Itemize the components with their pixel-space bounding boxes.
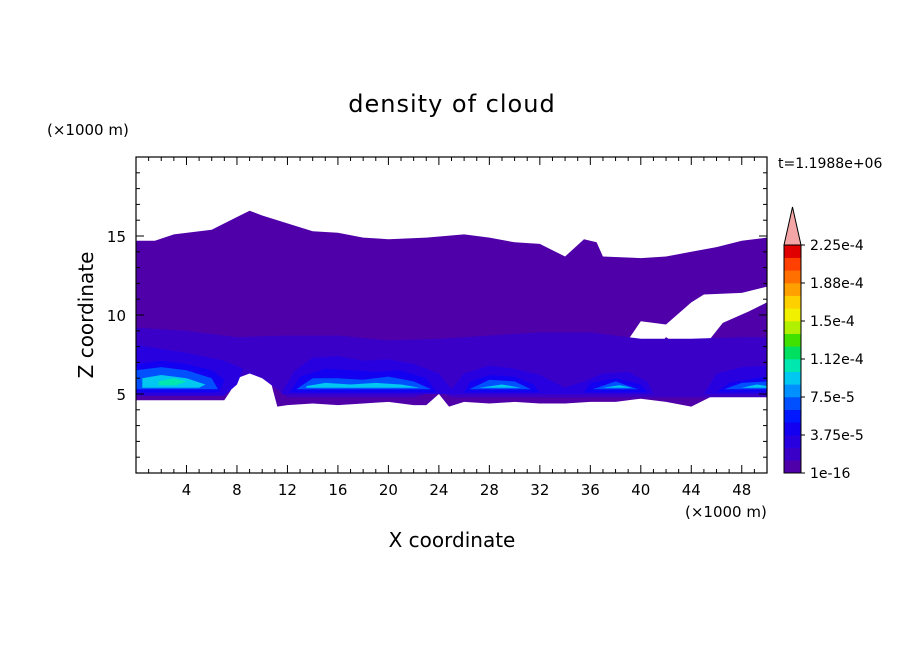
colorbar-swatch-2 xyxy=(784,435,801,448)
contour-region-22 xyxy=(158,378,187,386)
x-tick-label-20: 20 xyxy=(379,481,398,499)
colorbar-swatch-17 xyxy=(784,245,801,258)
colorbar-swatch-6 xyxy=(784,384,801,398)
y-tick-label-5: 5 xyxy=(116,386,126,404)
x-tick-label-16: 16 xyxy=(328,481,347,499)
contour-regions xyxy=(136,210,767,407)
x-axis: 4 8 12 16 20 24 28 32 36 40 44 48 xyxy=(148,157,755,499)
y-axis-label: Z coordinate xyxy=(74,252,98,379)
colorbar-label-6: 2.25e-4 xyxy=(810,238,864,254)
colorbar-swatch-4 xyxy=(784,409,801,423)
time-label: t=1.1988e+06 xyxy=(778,156,882,172)
colorbar-label-5: 1.88e-4 xyxy=(810,276,864,292)
colorbar-swatch-1 xyxy=(784,447,801,461)
colorbar-label-1: 3.75e-5 xyxy=(810,428,864,444)
colorbar-swatch-13 xyxy=(784,295,801,309)
y-tick-label-10: 10 xyxy=(107,307,126,325)
plot-area xyxy=(135,156,768,474)
colorbar-swatch-14 xyxy=(784,283,801,296)
y-unit-label: (×1000 m) xyxy=(47,121,129,139)
colorbar-swatch-0 xyxy=(784,460,801,474)
x-tick-label-40: 40 xyxy=(631,481,650,499)
x-tick-label-48: 48 xyxy=(732,481,751,499)
colorbar-label-3: 1.12e-4 xyxy=(810,352,864,368)
colorbar-swatch-5 xyxy=(784,397,801,410)
x-tick-label-12: 12 xyxy=(278,481,297,499)
x-tick-label-36: 36 xyxy=(581,481,600,499)
colorbar-swatch-15 xyxy=(784,270,801,284)
y-tick-label-15: 15 xyxy=(107,228,126,246)
contour-region-21 xyxy=(741,384,767,388)
y-axis: 5 10 15 xyxy=(107,172,767,458)
colorbar-label-0: 1e-16 xyxy=(810,466,850,482)
colorbar-swatch-7 xyxy=(784,371,801,385)
x-tick-label-28: 28 xyxy=(480,481,499,499)
colorbar-swatch-9 xyxy=(784,346,801,360)
x-tick-label-4: 4 xyxy=(182,481,192,499)
colorbar-extend-triangle xyxy=(783,206,802,246)
contour-region-18 xyxy=(306,382,420,388)
contour-region-2 xyxy=(136,291,260,330)
x-tick-label-24: 24 xyxy=(429,481,448,499)
colorbar-label-2: 7.5e-5 xyxy=(810,390,855,406)
contour-region-19 xyxy=(479,384,521,388)
x-unit-label: (×1000 m) xyxy=(685,503,767,521)
colorbar-swatch-11 xyxy=(784,321,801,334)
x-tick-label-8: 8 xyxy=(232,481,242,499)
colorbar-swatch-8 xyxy=(784,359,801,372)
chart-title: density of cloud xyxy=(348,90,555,118)
colorbar: 1e-16 3.75e-5 7.5e-5 1.12e-4 1.5e-4 1.88e-4 2.… xyxy=(783,206,864,482)
colorbar-swatch-12 xyxy=(784,308,801,322)
colorbar-label-4: 1.5e-4 xyxy=(810,314,855,330)
colorbar-swatch-3 xyxy=(784,422,801,436)
x-tick-label-44: 44 xyxy=(682,481,701,499)
colorbar-swatch-10 xyxy=(784,333,801,347)
contour-region-20 xyxy=(602,385,632,388)
colorbar-swatch-16 xyxy=(784,257,801,271)
x-axis-label: X coordinate xyxy=(389,528,516,552)
x-tick-label-32: 32 xyxy=(530,481,549,499)
